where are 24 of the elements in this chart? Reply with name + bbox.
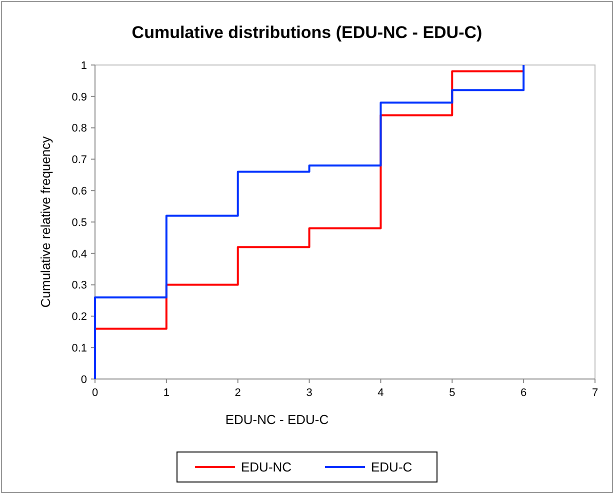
y-tick-label: 0.3 [72, 280, 87, 292]
y-tick-label: 0.9 [72, 91, 87, 104]
y-tick-label: 0.1 [72, 342, 87, 354]
y-tick-label: 0 [80, 374, 87, 386]
x-axis-title: EDU-NC - EDU-C [225, 412, 329, 427]
legend-label: EDU-NC [241, 460, 292, 475]
x-tick-label: 2 [234, 387, 241, 399]
x-tick-label: 5 [449, 387, 456, 399]
x-tick-label: 7 [592, 387, 598, 399]
legend-label: EDU-C [371, 460, 412, 475]
y-tick-label: 0.2 [72, 311, 87, 324]
y-tick-label: 0.5 [72, 216, 87, 229]
x-tick-label: 4 [378, 387, 384, 399]
x-tick-label: 6 [520, 387, 527, 399]
y-tick-label: 0.6 [72, 185, 87, 198]
y-tick-label: 0.8 [72, 122, 87, 135]
chart-title: Cumulative distributions (EDU-NC - EDU-C) [132, 23, 482, 42]
y-tick-label: 0.7 [72, 154, 87, 166]
y-axis-title: Cumulative relative frequency [38, 136, 53, 308]
y-tick-label: 1 [80, 60, 87, 72]
y-tick-label: 0.4 [72, 248, 87, 260]
x-tick-label: 3 [306, 387, 312, 399]
x-tick-label: 0 [92, 387, 98, 399]
x-tick-label: 1 [163, 387, 170, 399]
